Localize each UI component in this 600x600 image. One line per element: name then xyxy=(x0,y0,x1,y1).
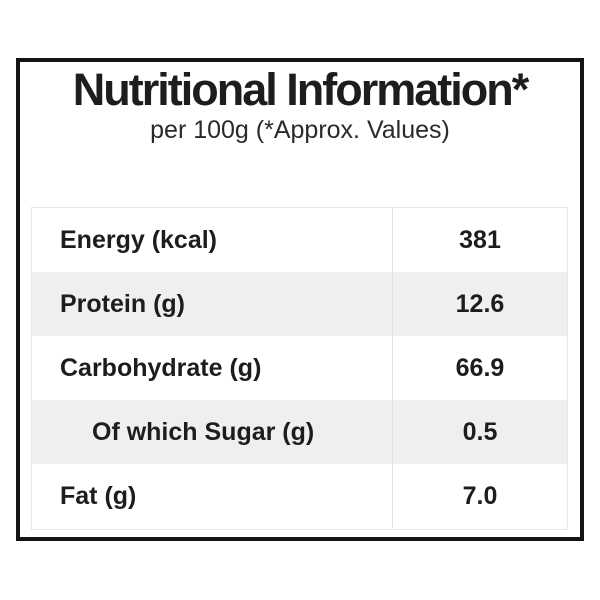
row-value-fat: 7.0 xyxy=(392,464,567,528)
table-row-fat: Fat (g) 7.0 xyxy=(32,464,567,528)
table-row-carbohydrate: Carbohydrate (g) 66.9 xyxy=(32,336,567,400)
row-value-protein: 12.6 xyxy=(392,272,567,336)
row-label-carbohydrate: Carbohydrate (g) xyxy=(60,353,262,382)
row-label-fat: Fat (g) xyxy=(60,481,137,510)
label-title: Nutritional Information* xyxy=(72,64,529,115)
row-value-energy: 381 xyxy=(392,208,567,272)
table-row-energy: Energy (kcal) 381 xyxy=(32,208,567,272)
nutrition-table: Energy (kcal) 381 Protein (g) 12.6 Carbo… xyxy=(31,207,568,530)
nutrition-label-frame: Nutritional Information* per 100g (*Appr… xyxy=(16,58,584,541)
label-subtitle: per 100g (*Approx. Values) xyxy=(150,116,450,144)
row-label-sugar: Of which Sugar (g) xyxy=(92,417,315,446)
row-label-energy: Energy (kcal) xyxy=(60,225,218,254)
row-value-sugar: 0.5 xyxy=(392,400,567,464)
table-row-protein: Protein (g) 12.6 xyxy=(32,272,567,336)
table-row-sugar: Of which Sugar (g) 0.5 xyxy=(32,400,567,464)
row-label-protein: Protein (g) xyxy=(60,289,185,318)
row-value-carbohydrate: 66.9 xyxy=(392,336,567,400)
